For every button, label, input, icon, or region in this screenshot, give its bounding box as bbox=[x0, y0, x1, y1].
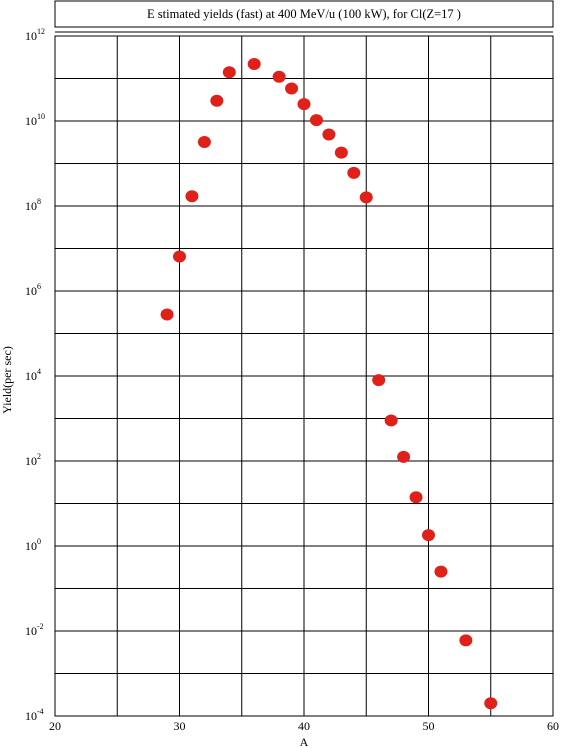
data-point bbox=[285, 82, 299, 95]
data-point bbox=[322, 128, 336, 141]
y-tick-label: 108 bbox=[25, 197, 41, 213]
y-tick-label: 104 bbox=[25, 367, 41, 383]
y-tick-label: 100 bbox=[25, 537, 41, 553]
y-tick-label: 10-2 bbox=[25, 622, 44, 638]
data-point bbox=[297, 98, 311, 111]
x-axis-title: A bbox=[300, 735, 309, 748]
y-tick-label: 10-4 bbox=[25, 707, 44, 723]
data-point bbox=[422, 529, 435, 542]
data-point bbox=[397, 450, 411, 463]
x-tick-label: 30 bbox=[174, 719, 186, 733]
data-points bbox=[160, 57, 498, 710]
x-tick-label: 40 bbox=[298, 719, 310, 733]
title-box bbox=[54, 0, 554, 28]
data-point bbox=[372, 374, 386, 387]
y-tick-label: 1010 bbox=[25, 112, 45, 128]
data-point bbox=[185, 190, 199, 203]
data-point bbox=[347, 166, 361, 179]
data-point bbox=[409, 491, 423, 504]
data-point bbox=[160, 308, 174, 321]
data-point bbox=[222, 66, 236, 79]
chart-title: E stimated yields (fast) at 400 MeV/u (1… bbox=[147, 7, 461, 21]
data-point bbox=[173, 250, 186, 263]
data-point bbox=[272, 70, 286, 83]
data-point bbox=[210, 94, 224, 107]
y-tick-label: 1012 bbox=[25, 27, 45, 43]
data-point bbox=[334, 146, 348, 159]
x-tick-label: 50 bbox=[423, 719, 435, 733]
tick-labels: 20 30 40 50 60 10-4 10-2 100 102 104 106 108 1010 101… bbox=[25, 27, 559, 733]
x-tick-label: 60 bbox=[547, 719, 559, 733]
y-tick-label: 106 bbox=[25, 282, 41, 298]
data-point bbox=[384, 414, 398, 427]
data-point bbox=[309, 114, 323, 127]
data-point bbox=[247, 57, 261, 70]
data-point bbox=[359, 191, 373, 204]
data-point bbox=[197, 136, 211, 149]
data-point bbox=[434, 565, 448, 578]
data-point bbox=[484, 697, 498, 710]
grid-lines bbox=[55, 35, 553, 716]
y-axis-title: Yield(per sec) bbox=[0, 346, 14, 414]
x-tick-label: 20 bbox=[49, 719, 61, 733]
y-tick-label: 102 bbox=[25, 452, 41, 468]
data-point bbox=[459, 634, 473, 647]
